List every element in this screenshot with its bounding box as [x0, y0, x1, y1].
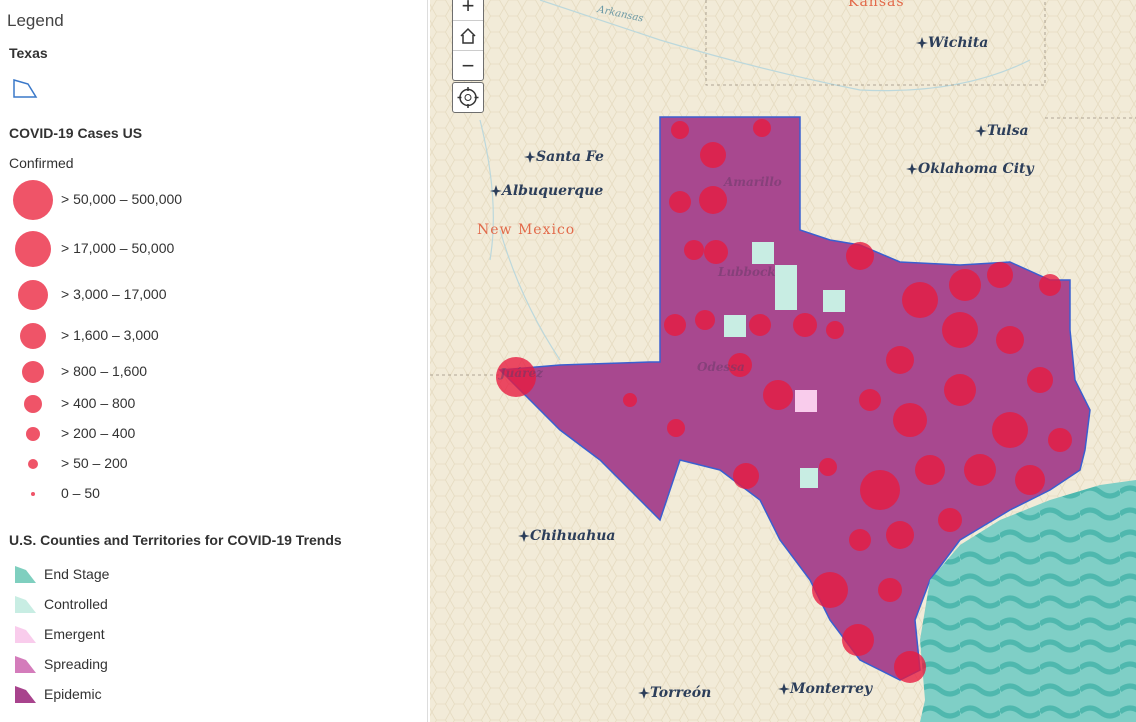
- zoom-controls: + −: [452, 0, 484, 81]
- locate-button[interactable]: [452, 82, 484, 113]
- legend-panel: Legend Texas COVID-19 Cases US Confirmed…: [0, 0, 428, 722]
- zoom-out-button[interactable]: −: [461, 52, 475, 78]
- city-label: Monterrey: [789, 681, 873, 697]
- state-label: New Mexico: [477, 222, 575, 238]
- size-class-label: > 50,000 – 500,000: [61, 191, 183, 207]
- trend-class-label: Epidemic: [44, 686, 102, 702]
- city-marker: [638, 687, 650, 699]
- city-label: Odessa: [697, 360, 745, 374]
- city-label: Torreón: [650, 685, 711, 701]
- case-circles: [496, 119, 1072, 683]
- size-class-label: > 17,000 – 50,000: [61, 240, 175, 256]
- map-labels: Wichita Tulsa Oklahoma City Santa Fe Albuque…: [477, 0, 1034, 701]
- trend-symbol: [15, 686, 36, 703]
- size-symbol: [18, 280, 48, 310]
- trend-class-label: Emergent: [44, 626, 105, 642]
- size-class-label: > 1,600 – 3,000: [61, 327, 159, 343]
- rivers: [479, 0, 1031, 361]
- trend-symbol: [15, 656, 36, 673]
- field-name: Confirmed: [9, 155, 74, 171]
- locate-icon: [457, 87, 479, 108]
- size-class-label: 0 – 50: [61, 485, 100, 501]
- size-symbol: [28, 459, 38, 469]
- trend-symbol: [15, 566, 36, 583]
- texas-symbol: [13, 79, 38, 98]
- zoom-in-button[interactable]: +: [453, 0, 483, 21]
- home-icon: [460, 27, 476, 44]
- city-label: Juárez: [498, 366, 544, 380]
- size-class-label: > 50 – 200: [61, 455, 128, 471]
- city-label: Albuquerque: [500, 183, 603, 199]
- size-symbol: [31, 492, 35, 496]
- city-marker: [524, 151, 536, 163]
- map[interactable]: Wichita Tulsa Oklahoma City Santa Fe Albuque…: [430, 0, 1136, 722]
- size-symbol: [15, 231, 51, 267]
- city-label: Lubbock: [717, 265, 776, 279]
- city-label: Chihuahua: [530, 528, 616, 544]
- legend-title: Legend: [7, 11, 64, 30]
- legend-symbols: [13, 79, 53, 703]
- home-button[interactable]: [453, 21, 483, 51]
- size-symbol: [22, 361, 44, 383]
- city-marker: [518, 530, 530, 542]
- borders: [430, 0, 1136, 376]
- trend-class-label: Controlled: [44, 596, 108, 612]
- layer-title: U.S. Counties and Territories for COVID-…: [9, 532, 342, 548]
- city-marker: [906, 163, 918, 175]
- trend-symbol: [15, 596, 36, 613]
- gulf: [920, 480, 1136, 722]
- size-class-label: > 400 – 800: [61, 395, 136, 411]
- city-marker: [975, 125, 987, 137]
- city-marker: [916, 37, 928, 49]
- city-label: Amarillo: [723, 175, 782, 189]
- city-label: Tulsa: [987, 123, 1029, 139]
- city-label: Wichita: [928, 35, 988, 51]
- city-marker: [490, 185, 502, 197]
- state-label: Kansas: [848, 0, 905, 10]
- trend-class-label: End Stage: [44, 566, 110, 582]
- size-symbol: [20, 323, 46, 349]
- size-class-label: > 3,000 – 17,000: [61, 286, 167, 302]
- layer-title: Texas: [9, 45, 48, 61]
- size-symbol: [13, 180, 53, 220]
- city-label: Santa Fe: [536, 149, 604, 165]
- size-class-label: > 200 – 400: [61, 425, 136, 441]
- city-label: Oklahoma City: [918, 161, 1034, 177]
- city-marker: [778, 683, 790, 695]
- trend-symbol: [15, 626, 36, 643]
- layer-title: COVID-19 Cases US: [9, 125, 143, 141]
- emergent-county: [795, 390, 817, 412]
- size-class-label: > 800 – 1,600: [61, 363, 148, 379]
- controlled-counties: [724, 242, 845, 488]
- size-symbol: [24, 395, 42, 413]
- size-symbol: [26, 427, 40, 441]
- trend-class-label: Spreading: [44, 656, 108, 672]
